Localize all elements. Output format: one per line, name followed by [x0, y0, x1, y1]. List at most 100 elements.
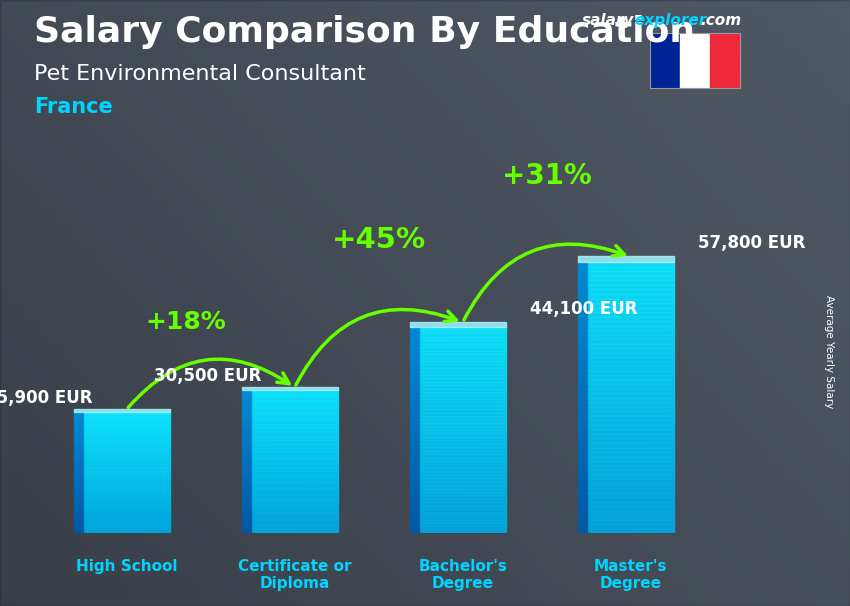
Bar — [74, 412, 82, 414]
Bar — [587, 276, 674, 281]
Bar — [74, 489, 82, 491]
Bar — [82, 473, 170, 474]
Bar — [82, 493, 170, 495]
Bar — [74, 452, 82, 454]
Bar — [410, 385, 419, 388]
Bar — [419, 347, 507, 351]
Bar — [251, 428, 338, 431]
Bar — [578, 461, 587, 465]
Bar — [578, 344, 587, 348]
Bar — [410, 396, 419, 399]
Bar — [578, 488, 587, 493]
Bar — [578, 339, 587, 344]
Bar — [410, 447, 419, 451]
Bar — [587, 303, 674, 308]
Bar — [578, 529, 587, 533]
Bar — [82, 499, 170, 501]
Bar — [710, 33, 740, 88]
Bar — [410, 423, 419, 427]
Bar — [251, 464, 338, 467]
Bar — [419, 516, 507, 519]
Bar — [410, 458, 419, 461]
Bar — [419, 337, 507, 341]
Bar — [82, 428, 170, 430]
Bar — [410, 368, 419, 371]
Bar — [419, 451, 507, 454]
Bar — [410, 519, 419, 523]
Bar — [410, 413, 419, 416]
Bar — [419, 351, 507, 354]
Bar — [410, 330, 419, 333]
Bar — [251, 528, 338, 531]
Bar — [82, 505, 170, 507]
Bar — [419, 385, 507, 388]
Bar — [410, 388, 419, 392]
Bar — [419, 341, 507, 344]
Bar — [419, 513, 507, 516]
Bar — [241, 421, 251, 424]
Bar — [419, 358, 507, 361]
Bar — [419, 427, 507, 430]
Text: 57,800 EUR: 57,800 EUR — [698, 233, 805, 251]
Bar — [587, 529, 674, 533]
Bar — [82, 491, 170, 493]
Bar — [82, 430, 170, 432]
Bar — [82, 483, 170, 485]
Bar — [241, 393, 251, 395]
Text: Bachelor's
Degree: Bachelor's Degree — [418, 559, 507, 591]
Bar — [578, 316, 587, 321]
Bar — [587, 425, 674, 430]
Bar — [241, 498, 251, 500]
Bar — [587, 393, 674, 398]
Bar — [74, 430, 82, 432]
Bar — [74, 428, 82, 430]
Bar — [419, 506, 507, 509]
Bar — [587, 321, 674, 325]
Bar — [74, 426, 82, 428]
Bar — [241, 412, 251, 414]
Bar — [251, 500, 338, 502]
Bar — [578, 299, 587, 303]
Text: Certificate or
Diploma: Certificate or Diploma — [238, 559, 351, 591]
Bar — [241, 474, 251, 476]
Bar — [241, 459, 251, 462]
Text: +18%: +18% — [145, 310, 226, 334]
Bar — [82, 420, 170, 422]
Bar — [241, 493, 251, 495]
Bar — [241, 495, 251, 498]
Bar — [251, 495, 338, 498]
Bar — [419, 402, 507, 406]
Bar — [587, 335, 674, 339]
Bar — [587, 330, 674, 335]
Bar — [419, 361, 507, 364]
Bar — [587, 380, 674, 384]
Bar — [410, 375, 419, 378]
Bar — [410, 437, 419, 441]
Bar — [578, 303, 587, 308]
Bar — [578, 416, 587, 421]
Bar — [82, 422, 170, 424]
Bar — [74, 444, 82, 446]
Bar — [74, 523, 82, 525]
Bar — [241, 398, 251, 400]
Bar — [419, 392, 507, 396]
Bar — [587, 497, 674, 502]
Bar — [74, 495, 82, 497]
Bar — [587, 325, 674, 330]
Bar — [74, 513, 82, 515]
Bar — [587, 411, 674, 416]
Bar — [419, 478, 507, 482]
Bar — [578, 393, 587, 398]
Bar — [241, 450, 251, 452]
Bar — [241, 467, 251, 469]
Bar — [410, 485, 419, 488]
Bar — [74, 483, 82, 485]
Bar — [251, 481, 338, 483]
Bar — [74, 418, 82, 420]
Bar — [241, 431, 251, 433]
Bar — [82, 442, 170, 444]
Bar — [82, 432, 170, 434]
Bar — [419, 499, 507, 502]
Bar — [419, 423, 507, 427]
Bar — [578, 465, 587, 470]
